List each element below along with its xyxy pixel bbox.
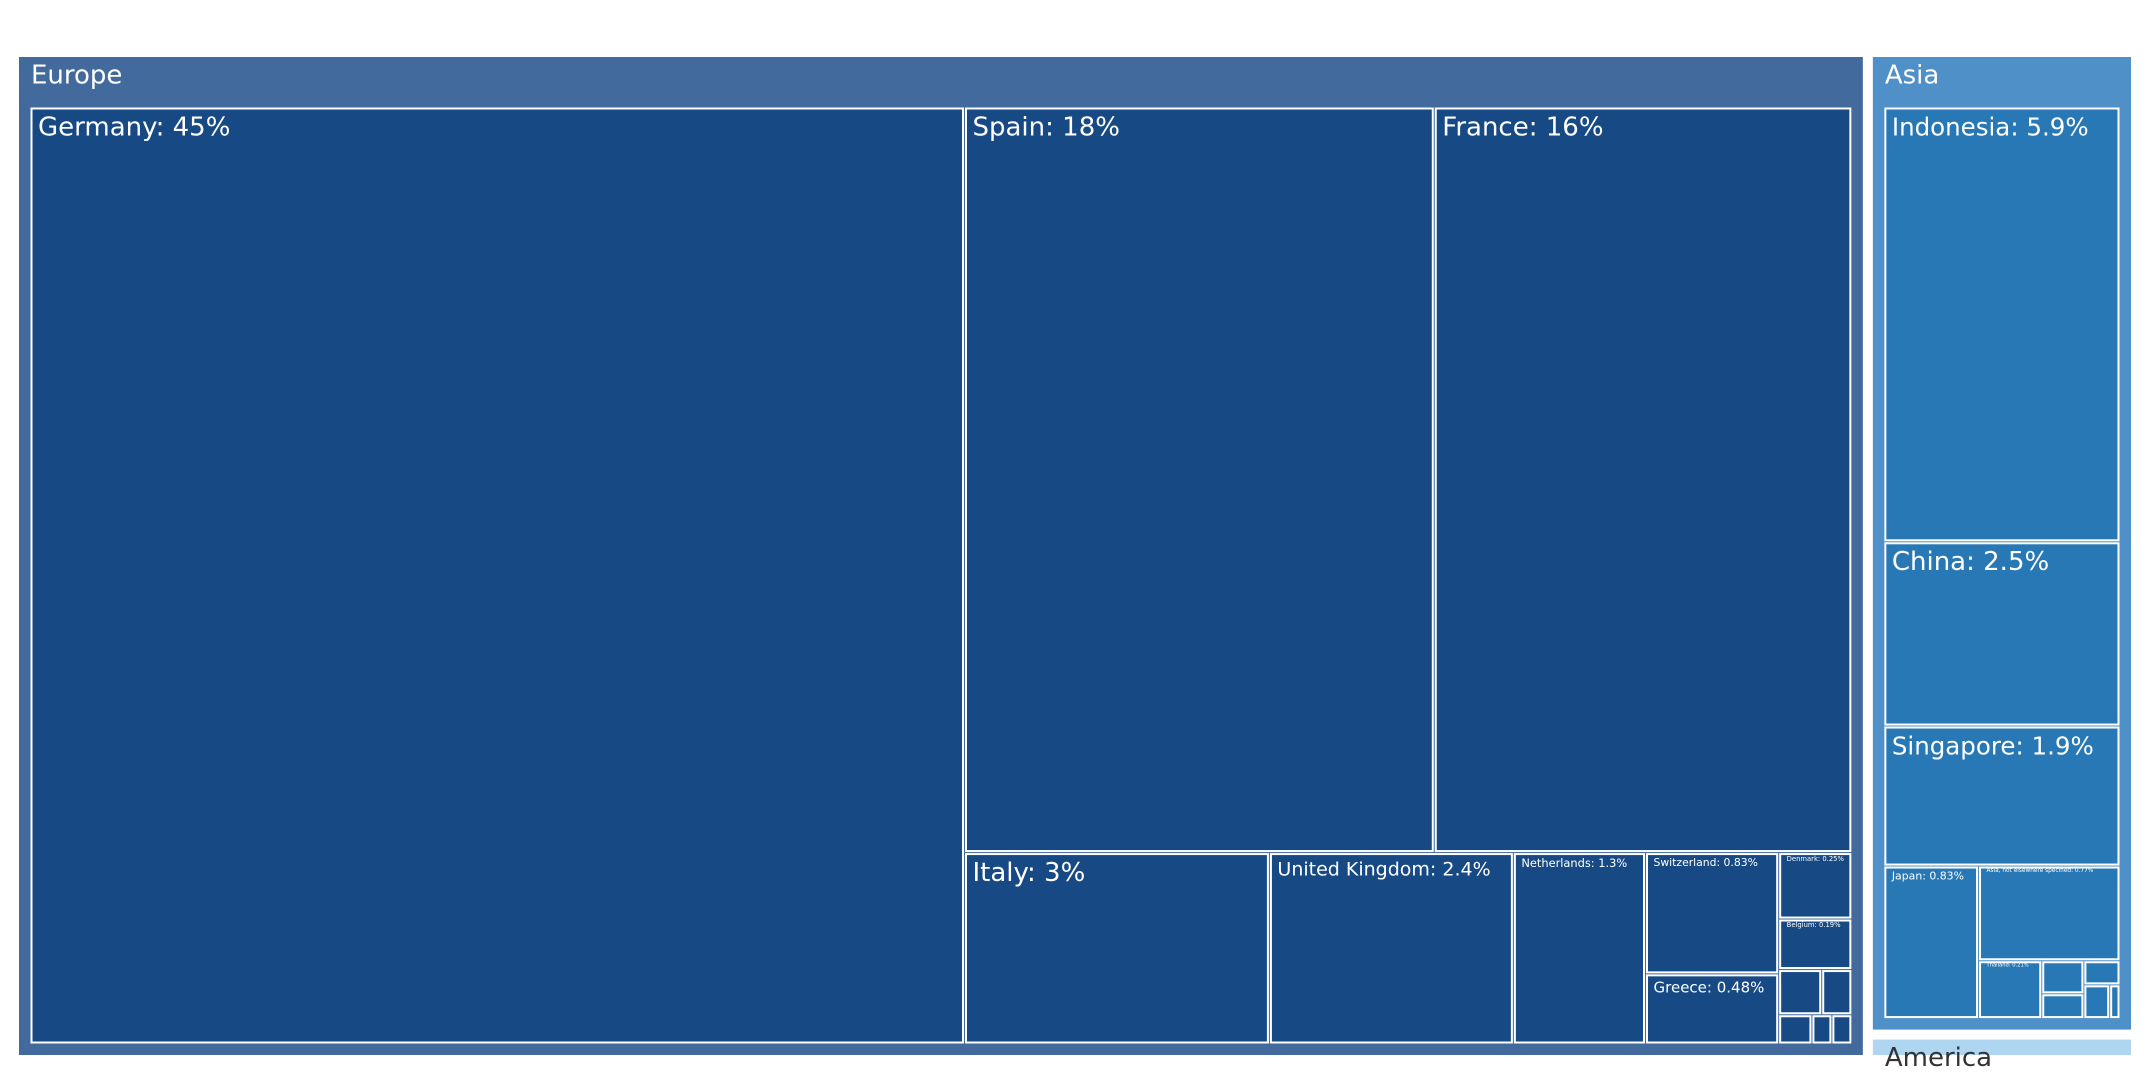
tile-label: Japan: 0.83% xyxy=(1891,870,1964,883)
tile-label: Spain: 18% xyxy=(972,112,1119,142)
tile xyxy=(1779,970,1822,1015)
tile xyxy=(1812,1015,1832,1044)
tile xyxy=(1884,726,2120,866)
tile xyxy=(1779,919,1852,970)
tile-label: Thailand: 0.21% xyxy=(1986,963,2029,969)
tile xyxy=(1884,107,2120,542)
tile xyxy=(1832,1015,1852,1044)
tile xyxy=(2084,985,2110,1019)
tile xyxy=(1779,1015,1812,1044)
tile xyxy=(2042,994,2084,1019)
tile-label: Greece: 0.48% xyxy=(1654,979,1765,997)
tile xyxy=(964,853,1269,1044)
tile-label: Asia, not elsewhere specified: 0.77% xyxy=(1987,868,2094,874)
tile xyxy=(1646,974,1779,1044)
tile-label: Germany: 45% xyxy=(38,112,230,142)
group-label: Asia xyxy=(1885,60,1940,90)
tile xyxy=(1779,853,1852,919)
group-label: Europe xyxy=(31,60,122,90)
tile-label: Switzerland: 0.83% xyxy=(1654,856,1758,869)
tile xyxy=(1646,853,1779,974)
tile xyxy=(2110,985,2120,1019)
tile xyxy=(1884,866,1979,1019)
tile xyxy=(1269,853,1513,1044)
tile-label: Singapore: 1.9% xyxy=(1892,731,2094,760)
tile-label: United Kingdom: 2.4% xyxy=(1277,859,1490,881)
tile xyxy=(30,107,964,1044)
tile-label: Italy: 3% xyxy=(972,858,1085,888)
group-label: America xyxy=(1885,1043,1992,1073)
tile-label: Denmark: 0.25% xyxy=(1787,855,1845,863)
tile xyxy=(1513,853,1646,1044)
tile xyxy=(1822,970,1852,1015)
tile-label: Indonesia: 5.9% xyxy=(1892,112,2089,141)
tile xyxy=(1979,866,2120,961)
tile xyxy=(964,107,1434,853)
group-box xyxy=(1872,1039,2131,1055)
tile xyxy=(1884,542,2120,726)
tile-label: Netherlands: 1.3% xyxy=(1521,856,1627,870)
tile-label: China: 2.5% xyxy=(1892,547,2049,577)
tile xyxy=(1979,961,2042,1019)
tile-label: Belgium: 0.19% xyxy=(1787,921,1841,929)
tile xyxy=(1434,107,1852,853)
tile xyxy=(2042,961,2084,994)
tile-label: France: 16% xyxy=(1442,112,1603,142)
tile xyxy=(2084,961,2120,985)
